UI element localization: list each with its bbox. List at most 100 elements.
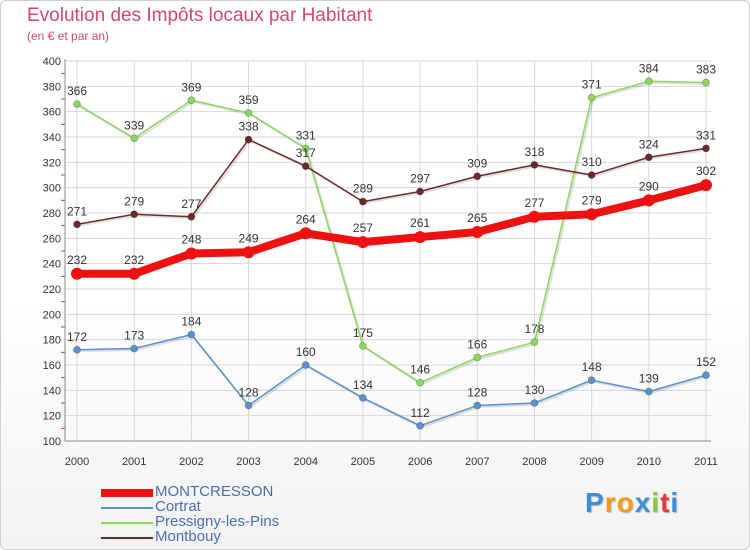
data-label-cortrat-2005: 134 xyxy=(353,378,373,392)
data-point-montbouy-2002 xyxy=(187,213,196,221)
data-point-montbouy-2011 xyxy=(702,144,710,153)
x-tick-label-2007: 2007 xyxy=(465,456,489,468)
data-point-montcresson-2009 xyxy=(585,208,598,221)
data-label-montcresson-2000: 232 xyxy=(67,253,87,267)
data-point-cortrat-2011 xyxy=(702,371,710,379)
data-label-pressigny-les-pins-2011: 383 xyxy=(696,63,716,77)
series-line-montbouy xyxy=(76,138,707,226)
data-label-montbouy-2011: 331 xyxy=(696,128,716,142)
data-label-cortrat-2008: 130 xyxy=(524,383,544,397)
data-label-cortrat-2011: 152 xyxy=(696,355,716,369)
data-point-montcresson-2004 xyxy=(299,227,312,240)
legend-swatch-pressigny xyxy=(101,522,153,524)
series-line-montcresson xyxy=(73,181,710,278)
data-point-pressigny-les-pins-2008 xyxy=(530,338,539,347)
y-tick-label-120: 120 xyxy=(43,411,61,423)
data-label-pressigny-les-pins-2002: 369 xyxy=(181,80,201,94)
data-label-montcresson-2007: 265 xyxy=(467,211,487,225)
data-label-cortrat-2009: 148 xyxy=(582,360,602,374)
data-label-cortrat-2007: 128 xyxy=(467,386,487,400)
data-point-montcresson-2007 xyxy=(471,226,484,238)
logo-letter: x xyxy=(634,487,652,518)
y-tick-label-180: 180 xyxy=(43,335,61,347)
legend-swatch-cortrat xyxy=(101,507,153,509)
y-tick-label-260: 260 xyxy=(43,233,61,245)
data-label-montcresson-2005: 257 xyxy=(353,221,373,235)
y-tick-label-320: 320 xyxy=(43,157,61,169)
data-label-montbouy-2009: 310 xyxy=(582,155,602,169)
data-point-cortrat-2003 xyxy=(244,401,253,410)
x-tick-label-2008: 2008 xyxy=(522,456,546,468)
y-tick-label-220: 220 xyxy=(43,284,61,296)
x-tick-label-2000: 2000 xyxy=(65,456,89,468)
data-label-montcresson-2003: 249 xyxy=(239,231,259,245)
data-point-montbouy-2008 xyxy=(530,161,539,169)
data-point-pressigny-les-pins-2011 xyxy=(702,78,710,87)
logo-letter: i xyxy=(670,487,680,518)
data-label-montcresson-2010: 290 xyxy=(639,179,659,193)
data-point-cortrat-2010 xyxy=(645,387,653,396)
data-point-montbouy-2000 xyxy=(73,220,81,229)
data-label-montbouy-2004: 317 xyxy=(296,146,316,160)
x-tick-label-2009: 2009 xyxy=(579,456,603,468)
legend-swatch-montcresson xyxy=(101,489,153,497)
x-tick-label-2005: 2005 xyxy=(351,456,375,468)
y-tick-label-300: 300 xyxy=(43,183,61,195)
data-point-pressigny-les-pins-2009 xyxy=(587,93,596,102)
data-point-montcresson-2010 xyxy=(642,194,655,207)
series-shadow-cortrat xyxy=(78,334,708,429)
data-label-cortrat-2001: 173 xyxy=(124,329,144,343)
data-label-pressigny-les-pins-2008: 178 xyxy=(524,322,544,336)
data-point-pressigny-les-pins-2004 xyxy=(301,144,310,153)
data-point-montbouy-2003 xyxy=(244,135,253,144)
data-label-montcresson-2002: 248 xyxy=(181,233,201,247)
x-tick-label-2006: 2006 xyxy=(408,456,432,468)
data-label-montcresson-2004: 264 xyxy=(296,212,316,226)
data-label-montbouy-2002: 277 xyxy=(181,197,201,211)
data-label-montbouy-2005: 289 xyxy=(353,182,373,196)
data-point-montbouy-2001 xyxy=(130,210,138,219)
data-point-montbouy-2007 xyxy=(473,172,482,181)
data-point-cortrat-2001 xyxy=(130,344,138,353)
data-point-montbouy-2006 xyxy=(416,187,424,196)
logo-letter: P xyxy=(585,487,605,518)
y-tick-label-160: 160 xyxy=(43,360,61,372)
chart-title: Evolution des Impôts locaux par Habitant xyxy=(27,5,373,26)
data-point-cortrat-2005 xyxy=(359,394,367,402)
data-point-montcresson-2001 xyxy=(128,267,141,280)
data-label-pressigny-les-pins-2003: 359 xyxy=(239,93,259,107)
data-point-montbouy-2004 xyxy=(301,162,310,170)
data-label-cortrat-2010: 139 xyxy=(639,372,659,386)
y-tick-label-380: 380 xyxy=(43,81,61,93)
data-label-pressigny-les-pins-2005: 175 xyxy=(353,326,373,340)
data-point-montcresson-2002 xyxy=(185,247,198,260)
x-tick-label-2004: 2004 xyxy=(293,456,317,468)
data-label-montbouy-2007: 309 xyxy=(467,156,487,170)
y-tick-label-100: 100 xyxy=(43,436,61,448)
data-label-montbouy-2000: 271 xyxy=(67,204,87,218)
data-label-montcresson-2009: 279 xyxy=(582,193,602,207)
logo-letter: o xyxy=(616,487,635,518)
legend-label-pressigny: Pressigny-les-Pins xyxy=(155,513,280,530)
data-point-pressigny-les-pins-2000 xyxy=(73,100,81,108)
data-point-pressigny-les-pins-2010 xyxy=(645,77,653,86)
data-label-montcresson-2008: 277 xyxy=(524,196,544,210)
x-tick-label-2002: 2002 xyxy=(179,456,203,468)
data-point-pressigny-les-pins-2005 xyxy=(359,342,367,350)
data-label-cortrat-2000: 172 xyxy=(67,330,87,344)
data-point-montbouy-2009 xyxy=(587,171,596,179)
data-label-montcresson-2011: 302 xyxy=(696,164,716,178)
data-point-cortrat-2008 xyxy=(530,399,539,407)
proxiti-logo: Proxiti xyxy=(585,487,679,519)
data-label-pressigny-les-pins-2001: 339 xyxy=(124,118,144,132)
data-point-montcresson-2008 xyxy=(528,210,541,223)
data-point-pressigny-les-pins-2002 xyxy=(187,96,196,105)
x-tick-label-2003: 2003 xyxy=(236,456,260,468)
y-tick-label-200: 200 xyxy=(43,309,61,321)
y-tick-label-240: 240 xyxy=(43,259,61,271)
data-label-montcresson-2006: 261 xyxy=(410,216,430,230)
x-tick-label-2001: 2001 xyxy=(122,456,146,468)
data-point-cortrat-2007 xyxy=(473,401,482,410)
data-label-pressigny-les-pins-2004: 331 xyxy=(296,128,316,142)
